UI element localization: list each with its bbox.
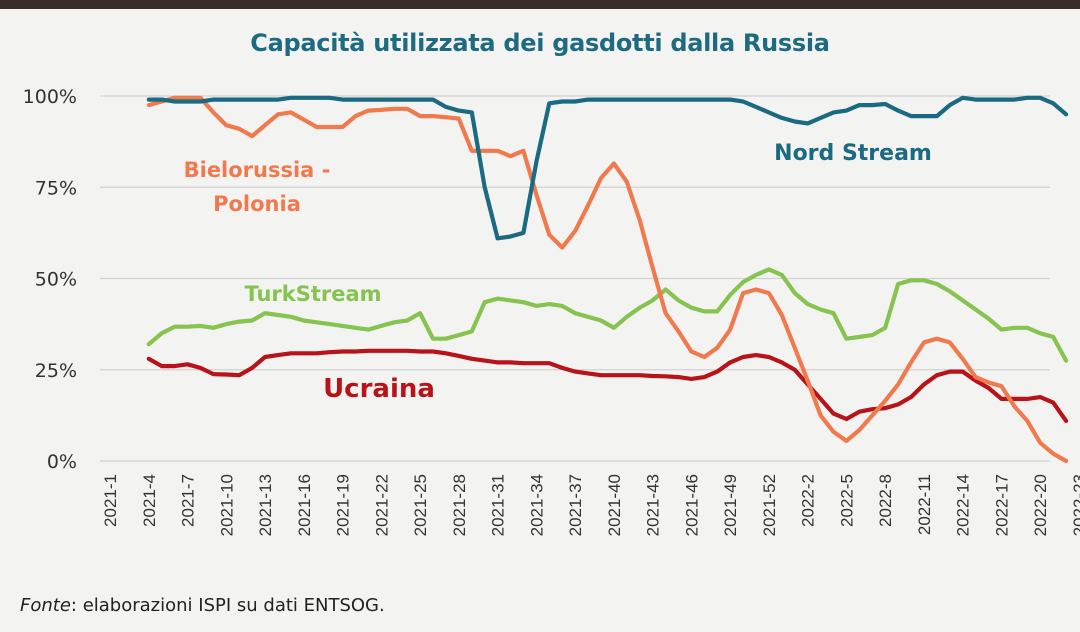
series-line-turkstream <box>146 267 1069 363</box>
x-tick-label: 2022-8 <box>876 474 895 527</box>
x-tick-label: 2021-13 <box>256 474 275 536</box>
x-tick-label: 2021-37 <box>566 474 585 536</box>
x-tick-label: 2021-10 <box>217 474 236 536</box>
chart-title: Capacità utilizzata dei gasdotti dalla R… <box>250 29 830 57</box>
y-tick-label: 50% <box>35 269 77 291</box>
x-axis-ticks: 2021-1 2021-4 2021-7 2021-10 2021-13 2021-16 2… <box>101 474 1080 536</box>
x-tick-label: 2021-40 <box>605 474 624 536</box>
x-tick-label: 2022-20 <box>1031 474 1050 536</box>
series-label: Nord Stream <box>774 141 932 166</box>
x-tick-label: 2022-17 <box>992 474 1011 536</box>
x-tick-label: 2021-49 <box>721 474 740 536</box>
x-tick-label: 2021-28 <box>450 474 469 536</box>
gridlines <box>100 95 1050 462</box>
x-tick-label: 2021-34 <box>527 474 546 536</box>
series-label: Bielorussia - <box>184 158 331 182</box>
x-tick-label: 2021-22 <box>372 474 391 536</box>
top-bar <box>0 0 1080 9</box>
series-line-nord-stream <box>146 95 1069 241</box>
x-tick-label: 2021-46 <box>682 474 701 536</box>
series-line-bielorussia-polonia <box>146 95 1069 464</box>
x-tick-label: 2022-5 <box>837 474 856 527</box>
x-tick-label: 2021-52 <box>760 474 779 536</box>
x-tick-label: 2021-7 <box>179 474 198 527</box>
x-tick-label: 2022-14 <box>954 474 973 536</box>
series-label: Polonia <box>213 192 301 216</box>
series-label: Ucraina <box>323 374 435 404</box>
x-tick-label: 2021-43 <box>644 474 663 536</box>
y-tick-label: 75% <box>35 177 77 199</box>
x-tick-label: 2022-2 <box>799 474 818 527</box>
source-text: : elaborazioni ISPI su dati ENTSOG. <box>70 595 385 616</box>
y-tick-label: 25% <box>35 360 77 382</box>
x-tick-label: 2021-25 <box>411 474 430 536</box>
y-tick-label: 0% <box>47 451 77 473</box>
source-note: Fonte: elaborazioni ISPI su dati ENTSOG. <box>20 595 385 616</box>
series-label: TurkStream <box>244 282 381 306</box>
series-labels: Nord Stream Bielorussia - Polonia TurkStrea… <box>184 141 932 404</box>
x-tick-label: 2021-4 <box>140 474 159 527</box>
y-axis-ticks: 0% 25% 50% 75% 100% <box>23 86 77 473</box>
x-tick-label: 2021-16 <box>295 474 314 536</box>
x-tick-label: 2021-19 <box>334 474 353 536</box>
series-lines <box>146 95 1069 464</box>
x-tick-label: 2021-1 <box>101 474 120 527</box>
x-tick-label: 2021-31 <box>489 474 508 536</box>
x-tick-label: 2022-11 <box>915 474 934 535</box>
source-prefix: Fonte <box>20 595 71 616</box>
y-tick-label: 100% <box>23 86 77 108</box>
x-tick-label: 2022-23 <box>1070 474 1080 536</box>
series-line-ucraina <box>146 348 1069 423</box>
